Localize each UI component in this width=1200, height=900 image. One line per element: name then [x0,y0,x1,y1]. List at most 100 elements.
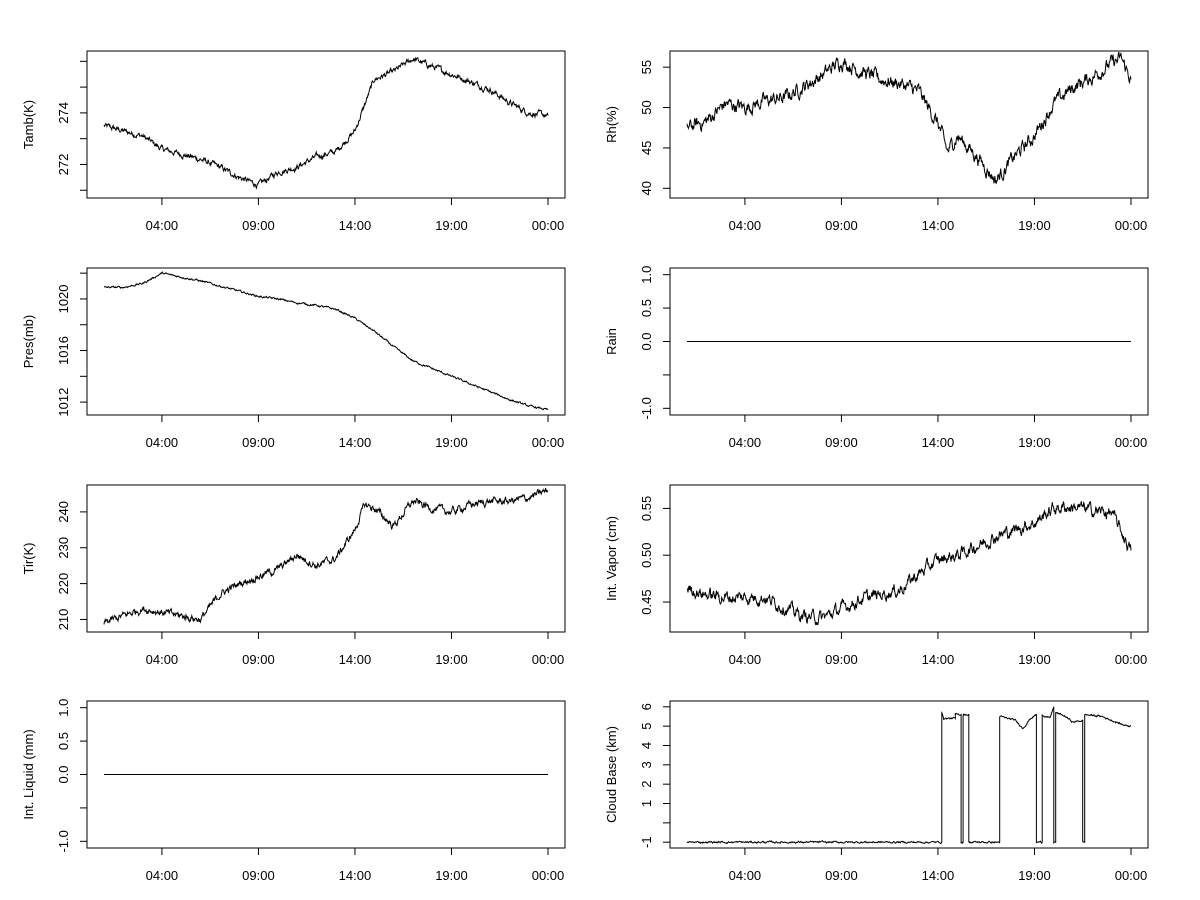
x-tick-label: 04:00 [729,868,762,883]
x-tick-label: 00:00 [532,868,565,883]
series-line-rh [686,51,1132,185]
y-tick-label: 1020 [56,284,71,313]
x-tick-label: 14:00 [922,652,955,667]
panel-tir: 04:00 09:00 14:00 19:00 00:00 210 220 230 240 Tir… [21,484,566,667]
x-tick-label: 19:00 [435,652,468,667]
y-tick-label: 274 [56,102,71,124]
x-tick-label: 00:00 [532,218,565,233]
x-tick-label: 00:00 [1115,218,1148,233]
x-tick-label: 04:00 [146,218,179,233]
plot-frame [86,267,566,416]
y-tick-label: 40 [639,181,654,195]
x-tick-label: 04:00 [146,868,179,883]
y-tick-label: 0.5 [56,732,71,750]
y-tick-label: 50 [639,100,654,114]
x-tick-label: 09:00 [242,868,275,883]
plot-frame [669,50,1149,199]
y-tick-label: 1.0 [56,699,71,717]
y-tick-label: 240 [56,501,71,523]
plot-frame [669,700,1149,849]
x-tick-label: 19:00 [435,218,468,233]
x-tick-label: 19:00 [1018,868,1051,883]
x-tick-label: 14:00 [922,435,955,450]
y-tick-label: 2 [639,781,654,788]
y-tick-label: 1 [639,800,654,807]
x-tick-label: 04:00 [729,652,762,667]
panel-tamb: 04:00 09:00 14:00 19:00 00:00 272 274 Tamb(K) [21,50,566,233]
y-axis-label: Rain [604,328,619,355]
y-tick-label: -1 [639,836,654,848]
y-tick-label: 0.0 [639,332,654,350]
y-axis-label: Int. Liquid (mm) [21,729,36,819]
y-tick-label: 230 [56,537,71,559]
panel-cloud: 04:00 09:00 14:00 19:00 00:00 -1 1 2 3 4 5 6 Cloud B… [604,700,1149,883]
series-line-tamb [103,56,549,190]
x-tick-label: 09:00 [825,435,858,450]
series-line-pres [103,271,549,411]
y-axis-label: Int. Vapor (cm) [604,516,619,601]
plot-frame [86,50,566,199]
y-tick-label: 1016 [56,336,71,365]
y-tick-label: 0.50 [639,543,654,568]
x-tick-label: 04:00 [146,652,179,667]
y-tick-label: 45 [639,141,654,155]
y-tick-label: 55 [639,60,654,74]
y-tick-label: 5 [639,723,654,730]
y-tick-label: -1.0 [639,397,654,419]
y-axis-label: Tamb(K) [21,100,36,149]
plot-frame [669,484,1149,633]
x-tick-label: 14:00 [339,218,372,233]
y-axis-label: Pres(mb) [21,315,36,368]
x-tick-label: 09:00 [242,218,275,233]
y-tick-label: 0.45 [639,589,654,614]
x-tick-label: 09:00 [825,652,858,667]
y-tick-label: 0.5 [639,299,654,317]
y-tick-label: 6 [639,703,654,710]
y-axis-label: Tir(K) [21,542,36,574]
panel-rain: 04:00 09:00 14:00 19:00 00:00 -1.0 0.0 0.5 1.0 Ra… [604,266,1149,450]
y-axis-label: Cloud Base (km) [604,726,619,823]
x-tick-label: 19:00 [1018,435,1051,450]
y-tick-label: 210 [56,609,71,631]
x-tick-label: 19:00 [435,435,468,450]
x-tick-label: 14:00 [339,652,372,667]
panel-liquid: 04:00 09:00 14:00 19:00 00:00 -1.0 0.0 0.5 1.0 In… [21,699,566,883]
x-tick-label: 04:00 [729,218,762,233]
x-tick-label: 09:00 [825,218,858,233]
y-tick-label: 0.0 [56,765,71,783]
y-tick-label: 3 [639,761,654,768]
y-tick-label: 1012 [56,388,71,417]
y-axis-label: Rh(%) [604,106,619,143]
x-tick-label: 14:00 [922,218,955,233]
x-tick-label: 04:00 [146,435,179,450]
x-tick-label: 04:00 [729,435,762,450]
y-tick-label: 1.0 [639,266,654,284]
panel-pres: 04:00 09:00 14:00 19:00 00:00 1012 1016 1020 Pre… [21,267,566,450]
y-tick-label: 272 [56,154,71,176]
panel-vapor: 04:00 09:00 14:00 19:00 00:00 0.45 0.50 0.55 Int… [604,484,1149,667]
x-tick-label: 09:00 [242,435,275,450]
series-line-tir [103,487,549,625]
x-tick-label: 14:00 [922,868,955,883]
plot-frame [86,484,566,633]
x-tick-label: 14:00 [339,435,372,450]
x-tick-label: 19:00 [435,868,468,883]
series-line-vapor [686,500,1132,626]
y-tick-label: 4 [639,742,654,749]
x-tick-label: 00:00 [1115,868,1148,883]
y-tick-label: 0.55 [639,496,654,521]
series-line-cloud [686,706,1132,845]
x-tick-label: 19:00 [1018,218,1051,233]
panel-rh: 04:00 09:00 14:00 19:00 00:00 40 45 50 55 Rh(%) [604,50,1149,233]
y-tick-label: 220 [56,573,71,595]
x-tick-label: 00:00 [1115,435,1148,450]
x-tick-label: 09:00 [242,652,275,667]
x-tick-label: 00:00 [532,435,565,450]
x-tick-label: 09:00 [825,868,858,883]
y-tick-label: -1.0 [56,830,71,852]
x-tick-label: 00:00 [1115,652,1148,667]
x-tick-label: 14:00 [339,868,372,883]
x-tick-label: 00:00 [532,652,565,667]
x-tick-label: 19:00 [1018,652,1051,667]
